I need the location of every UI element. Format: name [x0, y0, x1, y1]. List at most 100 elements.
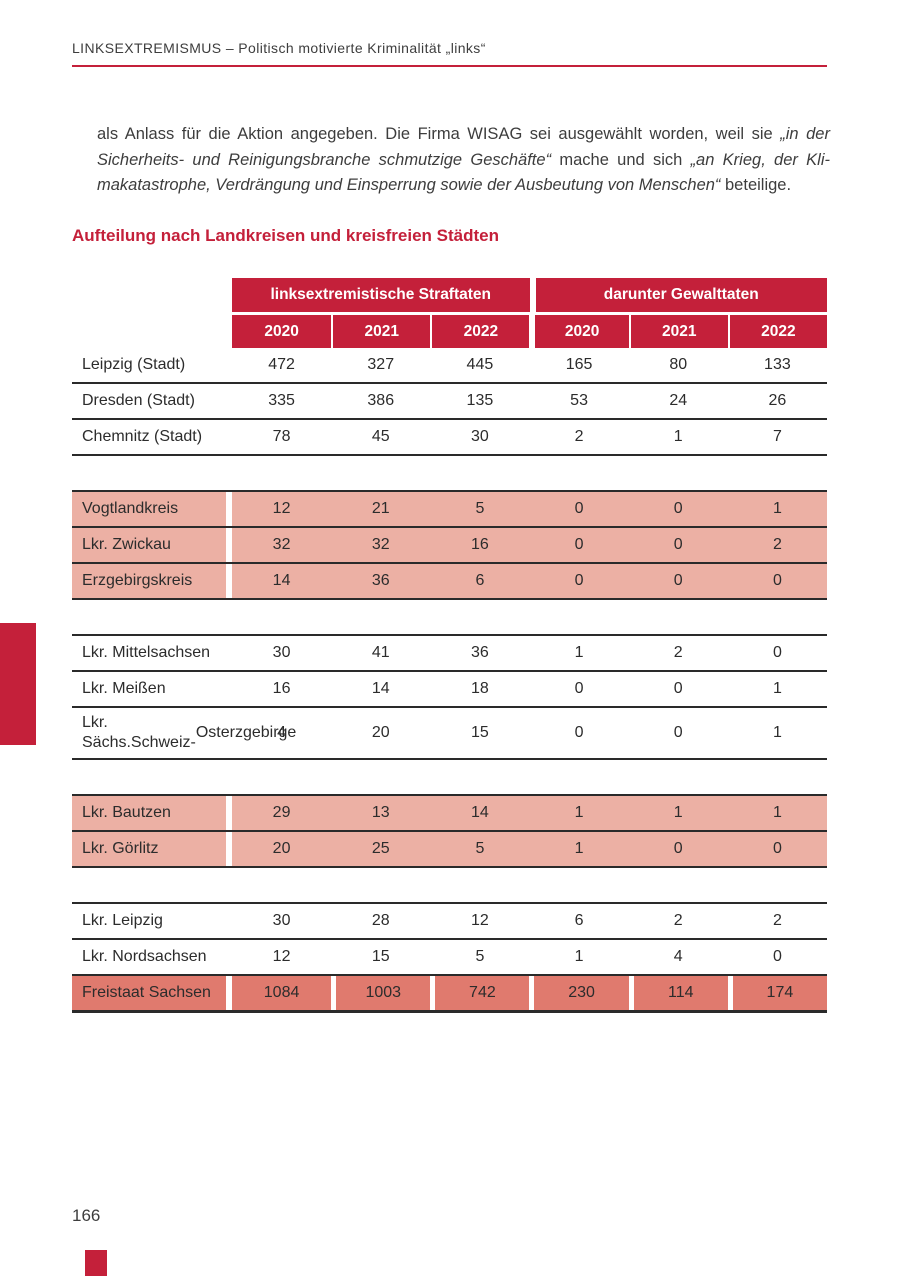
body-text: beteilige. [720, 176, 792, 194]
value-cell: 5 [430, 492, 530, 526]
value-cell: 0 [529, 564, 629, 598]
value-cell: 335 [268, 392, 295, 409]
page-corner-marker [85, 1250, 107, 1276]
row-label: Erzgebirgskreis [72, 564, 232, 598]
value-cell: 1 [727, 796, 827, 830]
value-cell: 133 [764, 356, 791, 373]
row-label: Lkr. Bautzen [72, 796, 232, 830]
table-group: Lkr. Leipzig 30 28 12 6 2 2 Lkr. Nordsachsen 12 1… [72, 902, 827, 976]
group-header-cell: linksextremistische Straftaten [232, 278, 530, 312]
value-cell: 53 [570, 392, 588, 409]
value-cell: 135 [466, 392, 494, 409]
value-cell: 1 [673, 428, 683, 445]
table-row: Vogtlandkreis 12 21 5 0 0 1 [72, 492, 827, 528]
row-label: Lkr. Sächs.Schweiz- Osterzgebirge [72, 708, 296, 758]
value-cell: 12 [272, 948, 291, 965]
value-cell: 80 [669, 356, 688, 373]
table-group: Vogtlandkreis 12 21 5 0 0 1 Lkr. Zwickau 32 32 16 0… [72, 490, 827, 600]
value-cell: 0 [727, 564, 827, 598]
value-cell: 26 [768, 392, 787, 409]
value-cell: 0 [628, 492, 728, 526]
row-label-line: Lkr. Sächs.Schweiz- [82, 714, 196, 751]
total-value-cell: 230 [529, 976, 629, 1010]
value-cell: 21 [331, 492, 431, 526]
value-cell: 2 [727, 528, 827, 562]
value-cell: 0 [529, 492, 629, 526]
row-label-line: Lkr. Leipzig [82, 912, 163, 929]
table-group-gap [72, 868, 827, 902]
value-cell: 0 [628, 528, 728, 562]
total-value-cell: 174 [727, 976, 827, 1010]
value-cell: 1 [727, 492, 827, 526]
value-cell: 1 [772, 680, 782, 697]
year-header-cell: 2022 [727, 315, 827, 348]
value-cell: 14 [371, 680, 390, 697]
year-header-cell: 2021 [331, 315, 431, 348]
row-label-line: Leipzig (Stadt) [82, 356, 186, 373]
value-cell: 5 [430, 832, 530, 866]
value-cell: 7 [772, 428, 782, 445]
row-label: Lkr. Mittelsachsen [72, 636, 232, 670]
value-cell: 18 [471, 680, 489, 697]
value-cell: 165 [565, 356, 593, 373]
total-value-cell: 1003 [331, 976, 431, 1010]
value-cell: 30 [272, 644, 291, 661]
row-label: Chemnitz (Stadt) [72, 420, 232, 454]
table-group: Lkr. Mittelsachsen 30 41 36 1 2 0 Lkr. Meißen 16… [72, 634, 827, 760]
row-label: Lkr. Zwickau [72, 528, 232, 562]
value-cell: 25 [331, 832, 431, 866]
value-cell: 16 [430, 528, 530, 562]
value-cell: 327 [367, 356, 395, 373]
total-row-label: Freistaat Sachsen [72, 976, 232, 1010]
year-header-row: 2020 2021 2022 2020 2021 2022 [72, 315, 827, 348]
row-label-line: Chemnitz (Stadt) [82, 428, 203, 445]
table-row: Lkr. Görlitz 20 25 5 1 0 0 [72, 832, 827, 868]
table-row: Lkr. Mittelsachsen 30 41 36 1 2 0 [72, 636, 827, 672]
row-label: Dresden (Stadt) [72, 384, 232, 418]
body-paragraph: als Anlass für die Aktion angegeben. Die… [97, 122, 830, 199]
year-header-cell: 2021 [628, 315, 728, 348]
year-header-spacer-cell [72, 315, 232, 348]
table-group: Lkr. Bautzen 29 13 14 1 1 1 Lkr. Görlitz 20 25 5 1 0… [72, 794, 827, 868]
value-cell: 16 [272, 680, 291, 697]
body-text: mache und sich [551, 150, 691, 169]
paragraph-line: makatastrophe, Verdrängung und Einsperru… [97, 173, 830, 199]
value-cell: 14 [232, 564, 332, 598]
row-label: Leipzig (Stadt) [72, 348, 232, 382]
value-cell: 14 [430, 796, 530, 830]
row-label-line: Erzgebirgskreis [82, 572, 193, 589]
paragraph-line: Sicherheits- und Reinigungsbranche schmu… [97, 148, 830, 174]
value-cell: 0 [574, 724, 584, 741]
value-cell: 78 [272, 428, 291, 445]
value-cell: 0 [628, 832, 728, 866]
value-cell: 36 [331, 564, 431, 598]
value-cell: 0 [673, 724, 683, 741]
value-cell: 2 [673, 912, 683, 929]
table-group: Leipzig (Stadt) 472 327 445 165 80 133 Dresden … [72, 348, 827, 456]
chapter-marker-bar [0, 623, 36, 745]
page-number: 166 [72, 1206, 101, 1225]
value-cell: 41 [371, 644, 390, 661]
row-label-line: Lkr. Görlitz [82, 840, 159, 857]
value-cell: 30 [471, 428, 489, 445]
value-cell: 29 [232, 796, 332, 830]
value-cell: 20 [371, 724, 390, 741]
table-group-gap [72, 600, 827, 634]
quoted-italic-text: makatastrophe, Verdrängung und Einsperru… [97, 176, 721, 194]
paragraph-line: als Anlass für die Aktion angegeben. Die… [97, 122, 830, 148]
quoted-italic-text: „an Krieg, der Kli- [690, 150, 831, 169]
value-cell: 4 [673, 948, 683, 965]
value-cell: 1 [772, 724, 782, 741]
value-cell: 2 [574, 428, 584, 445]
value-cell: 6 [574, 912, 584, 929]
row-label-line: Lkr. Bautzen [82, 804, 171, 821]
value-cell: 445 [466, 356, 494, 373]
value-cell: 386 [367, 392, 395, 409]
row-label-line: Vogtlandkreis [82, 500, 179, 517]
row-label-line: Lkr. Meißen [82, 680, 166, 697]
value-cell: 32 [331, 528, 431, 562]
total-value-cell: 742 [430, 976, 530, 1010]
quoted-italic-text: „in der [780, 125, 830, 143]
table-row: Erzgebirgskreis 14 36 6 0 0 0 [72, 564, 827, 600]
group-header-row: linksextremistische Straftaten darunter G… [72, 278, 827, 312]
